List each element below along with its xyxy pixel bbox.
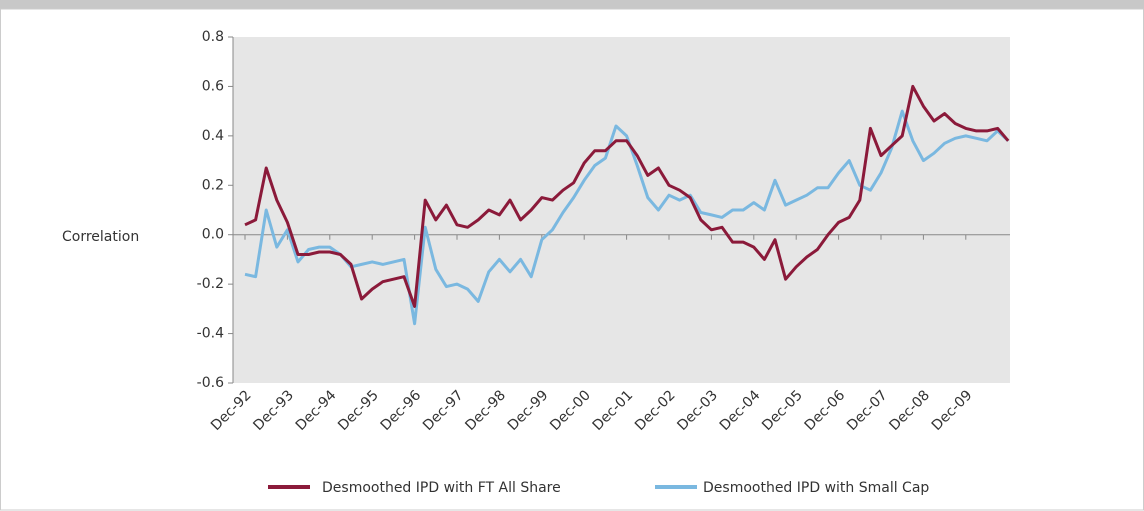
y-tick-label: 0.0 xyxy=(202,227,224,243)
x-tick-label: Dec-93 xyxy=(250,387,297,434)
x-tick-label: Dec-05 xyxy=(759,387,806,434)
x-tick-label: Dec-09 xyxy=(929,387,976,434)
x-tick-label: Dec-94 xyxy=(293,387,340,434)
series-line xyxy=(244,109,1010,326)
x-tick-label: Dec-97 xyxy=(420,387,467,434)
x-tick-label: Dec-92 xyxy=(208,387,255,434)
plot-area xyxy=(233,37,1010,383)
x-tick-label: Dec-04 xyxy=(717,387,764,434)
y-tick-label: -0.4 xyxy=(197,326,224,342)
y-tick-label: 0.2 xyxy=(202,177,224,193)
y-tick-label: -0.6 xyxy=(197,375,224,391)
y-tick-label: 0.6 xyxy=(202,78,224,94)
x-tick-label: Dec-98 xyxy=(462,387,509,434)
x-tick-label: Dec-03 xyxy=(674,387,721,434)
header-band xyxy=(0,0,1144,9)
y-tick-label: 0.4 xyxy=(202,128,224,144)
x-tick-label: Dec-08 xyxy=(886,387,933,434)
x-tick-label: Dec-99 xyxy=(505,387,552,434)
x-tick-label: Dec-07 xyxy=(844,387,891,434)
x-tick-label: Dec-06 xyxy=(802,387,849,434)
x-tick-label: Dec-01 xyxy=(590,387,637,434)
x-tick-label: Dec-96 xyxy=(378,387,425,434)
legend-label: Desmoothed IPD with FT All Share xyxy=(322,480,561,496)
y-axis-label: Correlation xyxy=(62,229,139,245)
x-tick-label: Dec-95 xyxy=(335,387,382,434)
x-tick-label: Dec-00 xyxy=(547,387,594,434)
x-tick-label: Dec-02 xyxy=(632,387,679,434)
y-tick-label: 0.8 xyxy=(202,29,224,45)
series-line xyxy=(244,84,1010,308)
legend-label: Desmoothed IPD with Small Cap xyxy=(703,480,929,496)
y-tick-label: -0.2 xyxy=(197,276,224,292)
